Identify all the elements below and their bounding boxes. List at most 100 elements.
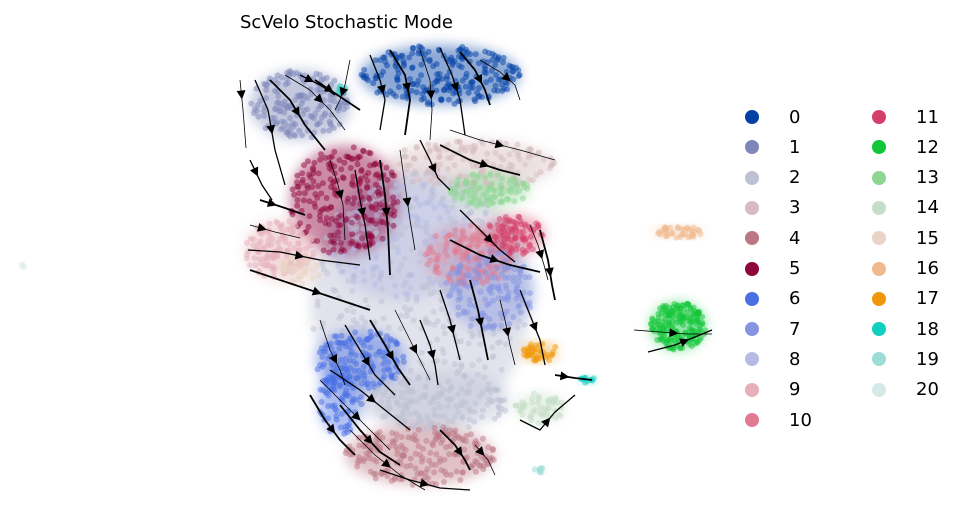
- cell-point-cluster-7: [502, 249, 509, 256]
- cell-point-cluster-12: [699, 313, 706, 320]
- streamline-arrowhead-27: [502, 327, 512, 337]
- cell-point-cluster-5: [368, 217, 375, 224]
- streamline-arrowhead-13: [249, 166, 259, 177]
- cell-point-cluster-2: [398, 381, 405, 388]
- cell-point-cluster-5: [366, 196, 373, 203]
- cell-point-cluster-16: [680, 231, 687, 238]
- cell-point-cluster-7: [516, 302, 523, 309]
- cell-point-cluster-1: [307, 112, 314, 119]
- legend-label-6: 6: [789, 288, 801, 310]
- cell-point-cluster-4: [489, 446, 496, 452]
- cell-point-cluster-2: [431, 288, 438, 295]
- streamline-arrowhead-46: [541, 417, 551, 428]
- cell-point-cluster-2: [407, 285, 414, 292]
- cell-point-cluster-5: [304, 158, 311, 165]
- cell-point-cluster-6: [358, 380, 365, 387]
- cell-point-cluster-4: [411, 436, 418, 443]
- cell-point-cluster-0: [476, 85, 482, 91]
- cell-point-cluster-4: [438, 467, 445, 474]
- cell-point-cluster-7: [497, 288, 504, 295]
- cell-point-cluster-4: [355, 434, 362, 441]
- cell-point-cluster-8: [370, 266, 377, 273]
- cell-point-cluster-6: [333, 413, 340, 420]
- cell-point-cluster-1: [331, 98, 338, 105]
- cell-point-cluster-16: [675, 224, 682, 231]
- cell-point-cluster-6: [337, 356, 344, 363]
- cell-point-cluster-2: [471, 408, 478, 415]
- cell-point-cluster-4: [418, 458, 425, 465]
- cell-point-cluster-4: [443, 444, 449, 451]
- cell-point-cluster-2: [427, 420, 434, 427]
- streamline-arrowhead-26: [489, 254, 500, 263]
- cell-point-cluster-1: [277, 103, 284, 110]
- cell-point-cluster-0: [380, 54, 387, 61]
- cell-point-cluster-3: [489, 139, 496, 146]
- legend-marker-7: [745, 322, 759, 337]
- legend-marker-11: [872, 110, 886, 124]
- cell-point-cluster-2: [459, 414, 466, 420]
- cell-point-cluster-8: [437, 200, 444, 207]
- cell-point-cluster-5: [320, 247, 327, 254]
- cell-point-cluster-9: [279, 221, 285, 228]
- streamline-arrowhead-2: [291, 106, 300, 117]
- legend-marker-12: [872, 140, 886, 155]
- cell-point-cluster-13: [512, 180, 519, 187]
- cell-point-cluster-3: [426, 148, 433, 155]
- cell-point-cluster-4: [356, 457, 363, 464]
- cell-point-cluster-8: [413, 294, 420, 300]
- cell-point-cluster-13: [507, 176, 514, 183]
- cell-point-cluster-4: [472, 458, 479, 464]
- cell-point-cluster-4: [416, 452, 423, 458]
- cell-point-cluster-6: [367, 344, 374, 351]
- cell-point-cluster-12: [685, 314, 692, 321]
- cell-point-cluster-8: [427, 195, 434, 202]
- cell-point-cluster-8: [360, 268, 367, 275]
- cell-point-cluster-6: [345, 392, 352, 399]
- cell-point-cluster-0: [394, 77, 401, 84]
- cell-point-cluster-2: [495, 339, 501, 346]
- cell-point-cluster-0: [422, 51, 428, 58]
- cell-point-cluster-0: [410, 45, 417, 52]
- cell-point-cluster-17: [525, 352, 531, 359]
- cell-point-cluster-5: [350, 144, 357, 151]
- cell-point-cluster-3: [522, 161, 529, 168]
- cell-point-cluster-2: [403, 382, 410, 389]
- cell-point-cluster-9: [250, 242, 257, 249]
- cell-point-cluster-12: [679, 302, 686, 309]
- cell-point-cluster-7: [527, 290, 534, 297]
- cell-point-cluster-2: [360, 325, 367, 332]
- cell-point-cluster-15: [298, 263, 305, 270]
- cell-point-cluster-2: [415, 374, 422, 381]
- cell-point-cluster-2: [416, 414, 423, 421]
- cell-point-cluster-2: [490, 353, 497, 360]
- cell-point-cluster-6: [322, 348, 329, 355]
- cell-point-cluster-2: [385, 405, 392, 412]
- cell-point-cluster-11: [514, 242, 521, 249]
- cell-point-cluster-2: [354, 321, 360, 328]
- cell-point-cluster-4: [429, 440, 436, 447]
- cell-point-cluster-10: [432, 233, 439, 239]
- cell-point-cluster-8: [395, 249, 402, 256]
- cell-point-cluster-6: [342, 423, 349, 430]
- legend-label-12: 12: [916, 136, 939, 158]
- cell-point-cluster-20: [18, 261, 26, 269]
- cell-point-cluster-5: [349, 200, 356, 207]
- cell-point-cluster-1: [275, 93, 282, 100]
- cell-point-cluster-14: [553, 414, 559, 421]
- cell-point-cluster-2: [485, 380, 492, 387]
- cell-point-cluster-7: [454, 280, 461, 287]
- cell-point-cluster-5: [323, 215, 330, 222]
- cell-point-cluster-9: [265, 227, 272, 234]
- cell-point-cluster-8: [376, 276, 383, 283]
- legend-marker-15: [872, 231, 886, 246]
- cell-point-cluster-0: [399, 93, 406, 100]
- cell-point-cluster-4: [398, 434, 405, 440]
- cell-point-cluster-5: [318, 190, 325, 197]
- cell-point-cluster-7: [457, 262, 464, 269]
- cell-point-cluster-0: [500, 54, 507, 61]
- cell-point-cluster-2: [444, 403, 451, 410]
- cell-point-cluster-3: [413, 144, 420, 151]
- cell-point-cluster-3: [401, 153, 408, 160]
- cell-point-cluster-13: [487, 194, 494, 200]
- cell-point-cluster-7: [455, 304, 462, 311]
